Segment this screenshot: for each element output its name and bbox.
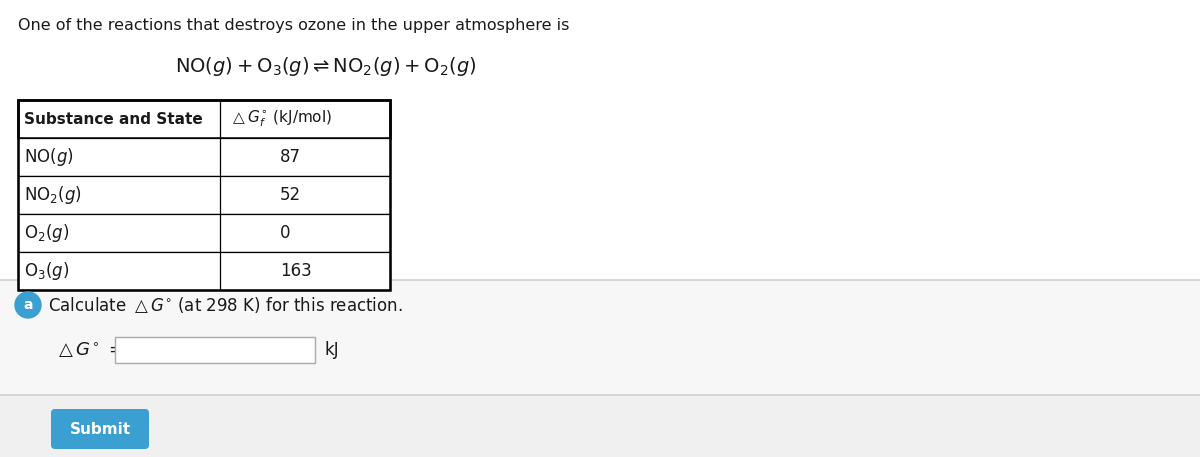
Text: $\mathrm{O_2}(g)$: $\mathrm{O_2}(g)$ (24, 222, 70, 244)
Text: 52: 52 (280, 186, 301, 204)
Text: $\mathrm{O_3}(g)$: $\mathrm{O_3}(g)$ (24, 260, 70, 282)
Bar (18, 214, 390, 252)
Text: kJ: kJ (325, 341, 340, 359)
Text: Calculate $\triangle G^{\circ}$ (at 298 K) for this reaction.: Calculate $\triangle G^{\circ}$ (at 298 … (48, 295, 403, 315)
Text: $\mathrm{NO_2}(g)$: $\mathrm{NO_2}(g)$ (24, 184, 82, 206)
Bar (18, 176, 390, 214)
Text: 163: 163 (280, 262, 312, 280)
Bar (18, 100, 390, 290)
Text: $\mathrm{NO}(g) + \mathrm{O_3}(g) \rightleftharpoons \mathrm{NO_2}(g) + \mathrm{: $\mathrm{NO}(g) + \mathrm{O_3}(g) \right… (175, 55, 476, 78)
Bar (18, 252, 390, 290)
Text: a: a (23, 298, 32, 312)
FancyBboxPatch shape (50, 409, 149, 449)
Circle shape (14, 292, 41, 318)
Text: $\triangle G_f^{\circ}\ \mathrm{(kJ/mol)}$: $\triangle G_f^{\circ}\ \mathrm{(kJ/mol)… (230, 109, 332, 129)
Text: 87: 87 (280, 148, 301, 166)
Bar (18, 138, 390, 176)
Bar (115, 337, 314, 363)
Text: One of the reactions that destroys ozone in the upper atmosphere is: One of the reactions that destroys ozone… (18, 18, 569, 33)
Bar (0, 395, 1200, 457)
Text: $\triangle G^{\circ}\ =$: $\triangle G^{\circ}\ =$ (55, 340, 124, 360)
Bar (0, 280, 1200, 395)
Text: Substance and State: Substance and State (24, 112, 203, 127)
Text: $\mathrm{NO}(g)$: $\mathrm{NO}(g)$ (24, 146, 73, 168)
Text: Submit: Submit (70, 421, 131, 436)
Text: 0: 0 (280, 224, 290, 242)
Bar (18, 100, 390, 138)
